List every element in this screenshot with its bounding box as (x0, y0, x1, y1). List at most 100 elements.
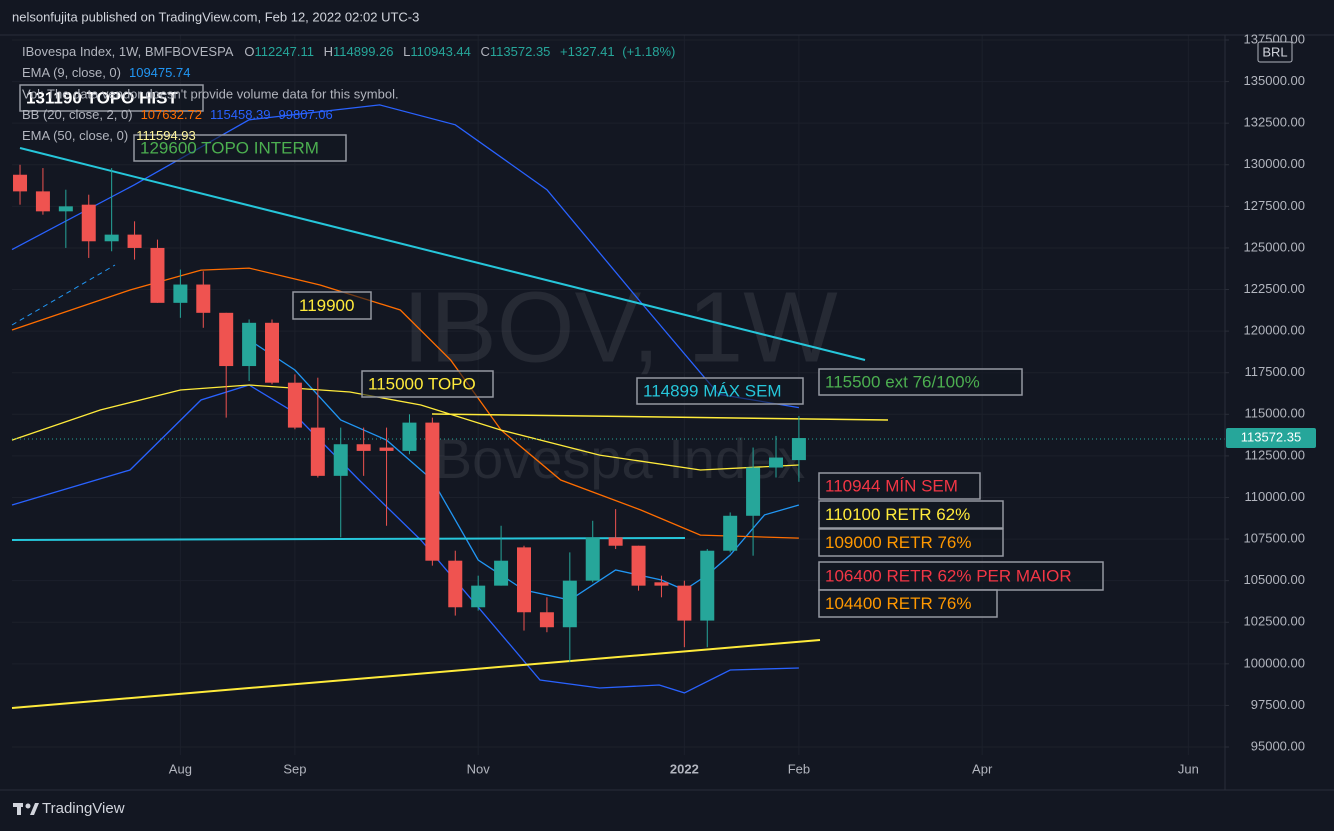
legend-name: EMA (9, close, 0) (22, 65, 121, 80)
brand: TradingView (42, 800, 125, 817)
legend-value: 99807.06 (279, 107, 333, 122)
drawings (11, 147, 1225, 709)
y-tick-label: 110000.00 (1245, 489, 1306, 504)
y-tick-label: 112500.00 (1245, 447, 1306, 462)
trendline (19, 147, 866, 361)
annotation: 129600 TOPO INTERM (140, 138, 319, 157)
y-tick-label: 97500.00 (1251, 697, 1305, 712)
candle-body (608, 537, 623, 546)
legend-name: BB (20, close, 2, 0) (22, 107, 133, 122)
candle-body (127, 234, 142, 248)
trendline (431, 413, 889, 421)
candle-body (654, 582, 669, 586)
currency: BRL (1262, 44, 1287, 59)
annotation-box (292, 291, 372, 320)
candle-body (173, 284, 188, 303)
trendline (11, 639, 821, 709)
legend-open: 112247.11 (255, 44, 315, 59)
candle-body (539, 612, 554, 628)
y-tick-label: 102500.00 (1244, 614, 1305, 629)
y-tick-label: 95000.00 (1251, 738, 1305, 753)
candle-body (448, 560, 463, 608)
candle-body (104, 234, 119, 242)
annotation: 115500 ext 76/100% (825, 372, 980, 391)
candle-body (402, 422, 417, 451)
trendline (11, 537, 686, 541)
legend-name: EMA (50, close, 0) (22, 128, 128, 143)
annotation-box (361, 370, 494, 398)
candle-body (81, 204, 96, 242)
annotation: 114899 MÁX SEM (643, 381, 782, 400)
legend-letter: H (324, 44, 333, 59)
brand-logo (13, 803, 39, 815)
last-price: 113572.35 (1241, 429, 1302, 444)
annotation-box (818, 472, 981, 500)
y-tick-label: 117500.00 (1245, 364, 1306, 379)
candle-body (425, 422, 440, 561)
candle-body (58, 206, 73, 212)
annotation-box (818, 589, 998, 618)
legend-letter: L (403, 44, 410, 59)
x-tick-label: Aug (169, 761, 192, 776)
candle-body (700, 550, 715, 621)
candles (13, 164, 806, 663)
legend-value: 115458.39 (210, 107, 271, 122)
candle-body (562, 580, 577, 628)
legend-title: IBovespa Index, 1W, BMFBOVESPA (22, 44, 234, 59)
candle-body (310, 427, 325, 476)
candle-body (379, 447, 394, 451)
candle-body (471, 585, 486, 608)
legend-close: 113572.35 (490, 44, 551, 59)
logo-part (17, 803, 21, 815)
indicator-line (11, 384, 799, 471)
candle-body (356, 444, 371, 451)
legend-entry: EMA (9, close, 0) 109475.74 (22, 65, 190, 80)
annotation: 110100 RETR 62% (825, 505, 970, 524)
x-tick-label: Apr (972, 761, 993, 776)
candle-body (13, 174, 28, 192)
annotation: 104400 RETR 76% (825, 594, 971, 613)
x-tick-label: Sep (283, 761, 306, 776)
candle-body (196, 284, 211, 313)
annotation-box (133, 134, 347, 162)
candle-body (768, 457, 783, 468)
legend-high: 114899.26 (333, 44, 394, 59)
candle-body (150, 247, 165, 303)
trendline (11, 264, 116, 326)
annotation-box (818, 500, 1004, 529)
y-tick-label: 115000.00 (1245, 406, 1306, 421)
candle-body (219, 312, 234, 367)
annotation-box (636, 377, 804, 405)
indicator-line (11, 267, 799, 539)
last-price-box (1226, 428, 1316, 449)
legend-entry: EMA (50, close, 0) 111594.93 (22, 128, 196, 143)
watermark-symbol: IBOV, 1W (402, 271, 838, 383)
candle-body (723, 515, 738, 551)
y-tick-label: 125000.00 (1244, 239, 1305, 254)
legend-entry: BB (20, close, 2, 0) 107632.72 115458.39 99… (22, 107, 333, 122)
x-tick-label: Nov (467, 761, 491, 776)
legend-change-pct: (+1.18%) (622, 44, 675, 59)
y-tick-label: 122500.00 (1244, 281, 1305, 296)
legend-value: 109475.74 (129, 65, 190, 80)
candle-body (585, 537, 600, 581)
y-tick-label: 100000.00 (1244, 655, 1305, 670)
legend: IBovespa Index, 1W, BMFBOVESPA O112247.1… (22, 44, 675, 143)
legend-low: 110943.44 (410, 44, 471, 59)
annotations: 131190 TOPO HIST 129600 TOPO INTERM 119900… (19, 84, 1104, 618)
annotation-box (818, 528, 1004, 557)
legend-symbol: IBovespa Index, 1W, BMFBOVESPA O112247.1… (22, 44, 675, 59)
candle-body (517, 547, 532, 613)
candle-body (746, 467, 761, 516)
candle-body (242, 322, 257, 367)
legend-letter: C (481, 44, 490, 59)
candle-body (287, 382, 302, 428)
annotation: 115000 TOPO (368, 374, 476, 393)
y-tick-label: 135000.00 (1244, 73, 1305, 88)
legend-change: +1327.41 (560, 44, 615, 59)
legend-letter: O (244, 44, 254, 59)
x-tick-label: Jun (1178, 761, 1199, 776)
x-tick-label: Feb (788, 761, 810, 776)
